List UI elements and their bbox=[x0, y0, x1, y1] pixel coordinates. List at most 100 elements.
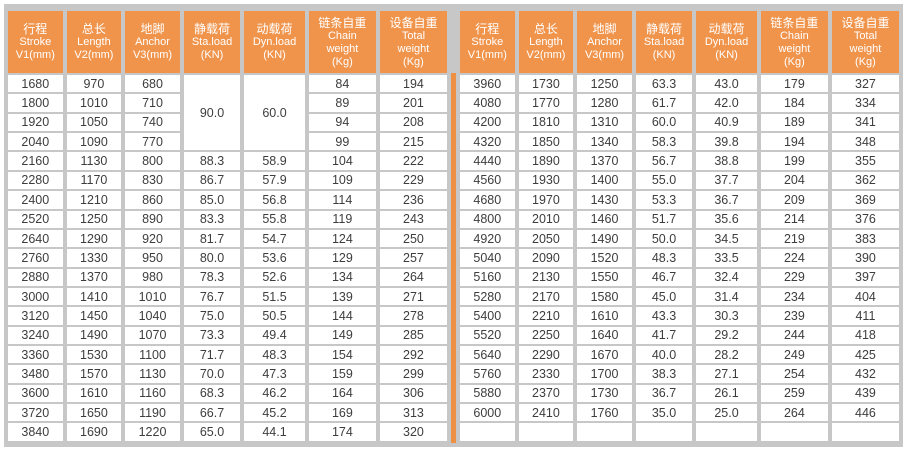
table-cell: 144 bbox=[308, 307, 376, 325]
table-cell: 3360 bbox=[8, 346, 63, 364]
table-cell: 341 bbox=[831, 113, 899, 132]
table-cell: 271 bbox=[379, 287, 447, 306]
table-cell: 2880 bbox=[8, 268, 63, 286]
table-cell: 4680 bbox=[460, 191, 515, 209]
table-cell: 397 bbox=[831, 268, 899, 286]
table-cell: 3840 bbox=[8, 423, 63, 441]
table-cell bbox=[635, 423, 693, 441]
table-cell: 680 bbox=[125, 75, 180, 93]
table-cell: 129 bbox=[308, 249, 376, 267]
column-header-line: (Kg) bbox=[783, 55, 805, 68]
table-cell: 1370 bbox=[577, 152, 632, 170]
table-cell: 114 bbox=[308, 191, 376, 209]
table-row: 2520 1250 890 83.3 55.8 119 243 bbox=[8, 210, 447, 228]
divider-orange-bar bbox=[451, 73, 456, 443]
table-cell: 5400 bbox=[460, 307, 515, 325]
table-cell: 214 bbox=[760, 210, 828, 228]
column-header: 链条自重 Chain weight (Kg) bbox=[308, 11, 376, 73]
table-cell: 215 bbox=[379, 133, 447, 151]
table-row: 4320 1850 1340 58.3 39.8 194 348 bbox=[460, 133, 899, 151]
table-header-left: 行程 Stroke V1(mm) 总长 Length V2(mm) 地脚 Anchor V3(m… bbox=[8, 11, 447, 73]
table-cell: 43.0 bbox=[696, 75, 757, 93]
column-header: 静载荷 Sta.load (KN) bbox=[183, 11, 241, 73]
column-header-line: 动载荷 bbox=[256, 22, 293, 36]
table-row: 4800 2010 1460 51.7 35.6 214 376 bbox=[460, 210, 899, 228]
table-cell: 75.0 bbox=[183, 307, 241, 325]
column-header-line: 总长 bbox=[81, 22, 106, 36]
table-row: 5040 2090 1520 48.3 33.5 224 390 bbox=[460, 249, 899, 267]
column-header: 静载荷 Sta.load (KN) bbox=[635, 11, 693, 73]
table-cell: 89 bbox=[308, 94, 376, 112]
column-header-line: 设备自重 bbox=[841, 15, 890, 30]
table-cell: 169 bbox=[308, 404, 376, 422]
table-cell: 1490 bbox=[66, 326, 122, 345]
table-cell: 362 bbox=[831, 171, 899, 190]
table-cell: 80.0 bbox=[183, 249, 241, 267]
table-cell: 418 bbox=[831, 326, 899, 345]
table-cell: 259 bbox=[760, 384, 828, 403]
table-cell bbox=[696, 423, 757, 441]
table-cell: 1250 bbox=[577, 75, 632, 93]
column-header-line: (Kg) bbox=[331, 55, 353, 68]
table-cell: 249 bbox=[760, 346, 828, 364]
table-cell: 70.0 bbox=[183, 365, 241, 383]
table-row: 5640 2290 1670 40.0 28.2 249 425 bbox=[460, 346, 899, 364]
table-cell: 55.0 bbox=[635, 171, 693, 190]
table-cell: 800 bbox=[125, 152, 180, 170]
table-row: 5520 2250 1640 41.7 29.2 244 418 bbox=[460, 326, 899, 345]
table-cell: 411 bbox=[831, 307, 899, 325]
table-row: 3120 1450 1040 75.0 50.5 144 278 bbox=[8, 307, 447, 325]
table-cell: 3720 bbox=[8, 404, 63, 422]
column-header-line: Anchor bbox=[587, 36, 622, 48]
column-header-line: weight bbox=[778, 42, 811, 55]
table-cell: 52.6 bbox=[244, 268, 305, 286]
table-cell: 81.7 bbox=[183, 229, 241, 248]
column-header-line: 静载荷 bbox=[194, 22, 231, 36]
table-row: 1680 970 680 90.0 60.0 84 194 bbox=[8, 75, 447, 151]
table-cell: 1460 bbox=[577, 210, 632, 228]
table-cell: 404 bbox=[831, 287, 899, 306]
table-row: 3360 1530 1100 71.7 48.3 154 292 bbox=[8, 346, 447, 364]
column-header-line: Length bbox=[529, 36, 563, 48]
table-cell: 710 bbox=[125, 94, 180, 112]
column-header-line: Anchor bbox=[135, 36, 170, 48]
table-cell: 369 bbox=[831, 191, 899, 209]
table-cell: 36.7 bbox=[635, 384, 693, 403]
table-cell: 1690 bbox=[66, 423, 122, 441]
table-cell: 48.3 bbox=[635, 249, 693, 267]
column-header-line: Stroke bbox=[471, 36, 504, 48]
table-cell: 29.2 bbox=[696, 326, 757, 345]
column-header-line: 链条自重 bbox=[770, 15, 819, 30]
table-cell: 55.8 bbox=[244, 210, 305, 228]
table-row bbox=[460, 423, 899, 441]
table-cell: 184 bbox=[760, 94, 828, 112]
table-cell: 376 bbox=[831, 210, 899, 228]
table-cell: 149 bbox=[308, 326, 376, 345]
table-cell: 313 bbox=[379, 404, 447, 422]
table-cell: 1290 bbox=[66, 229, 122, 248]
table-cell: 2290 bbox=[518, 346, 574, 364]
table-cell: 40.0 bbox=[635, 346, 693, 364]
table-cell: 194 bbox=[379, 75, 447, 93]
table-cell: 3960 bbox=[460, 75, 515, 93]
table-cell: 43.3 bbox=[635, 307, 693, 325]
table-cell: 1220 bbox=[125, 423, 180, 441]
column-header-line: Sta.load bbox=[191, 36, 233, 48]
column-header-line: (KN) bbox=[715, 49, 738, 61]
table-cell: 3240 bbox=[8, 326, 63, 345]
table-cell: 1770 bbox=[518, 94, 574, 112]
table-cell bbox=[577, 423, 632, 441]
table-cell: 1730 bbox=[518, 75, 574, 93]
table-cell: 390 bbox=[831, 249, 899, 267]
table-cell: 920 bbox=[125, 229, 180, 248]
table-cell: 63.3 bbox=[635, 75, 693, 93]
table-cell: 1610 bbox=[577, 307, 632, 325]
table-cell: 174 bbox=[308, 423, 376, 441]
table-cell: 154 bbox=[308, 346, 376, 364]
table-cell: 209 bbox=[760, 191, 828, 209]
table-cell: 3120 bbox=[8, 307, 63, 325]
table-cell: 47.3 bbox=[244, 365, 305, 383]
column-header-line: Sta.load bbox=[643, 36, 685, 48]
table-cell: 2040 bbox=[8, 133, 63, 151]
table-cell: 5040 bbox=[460, 249, 515, 267]
